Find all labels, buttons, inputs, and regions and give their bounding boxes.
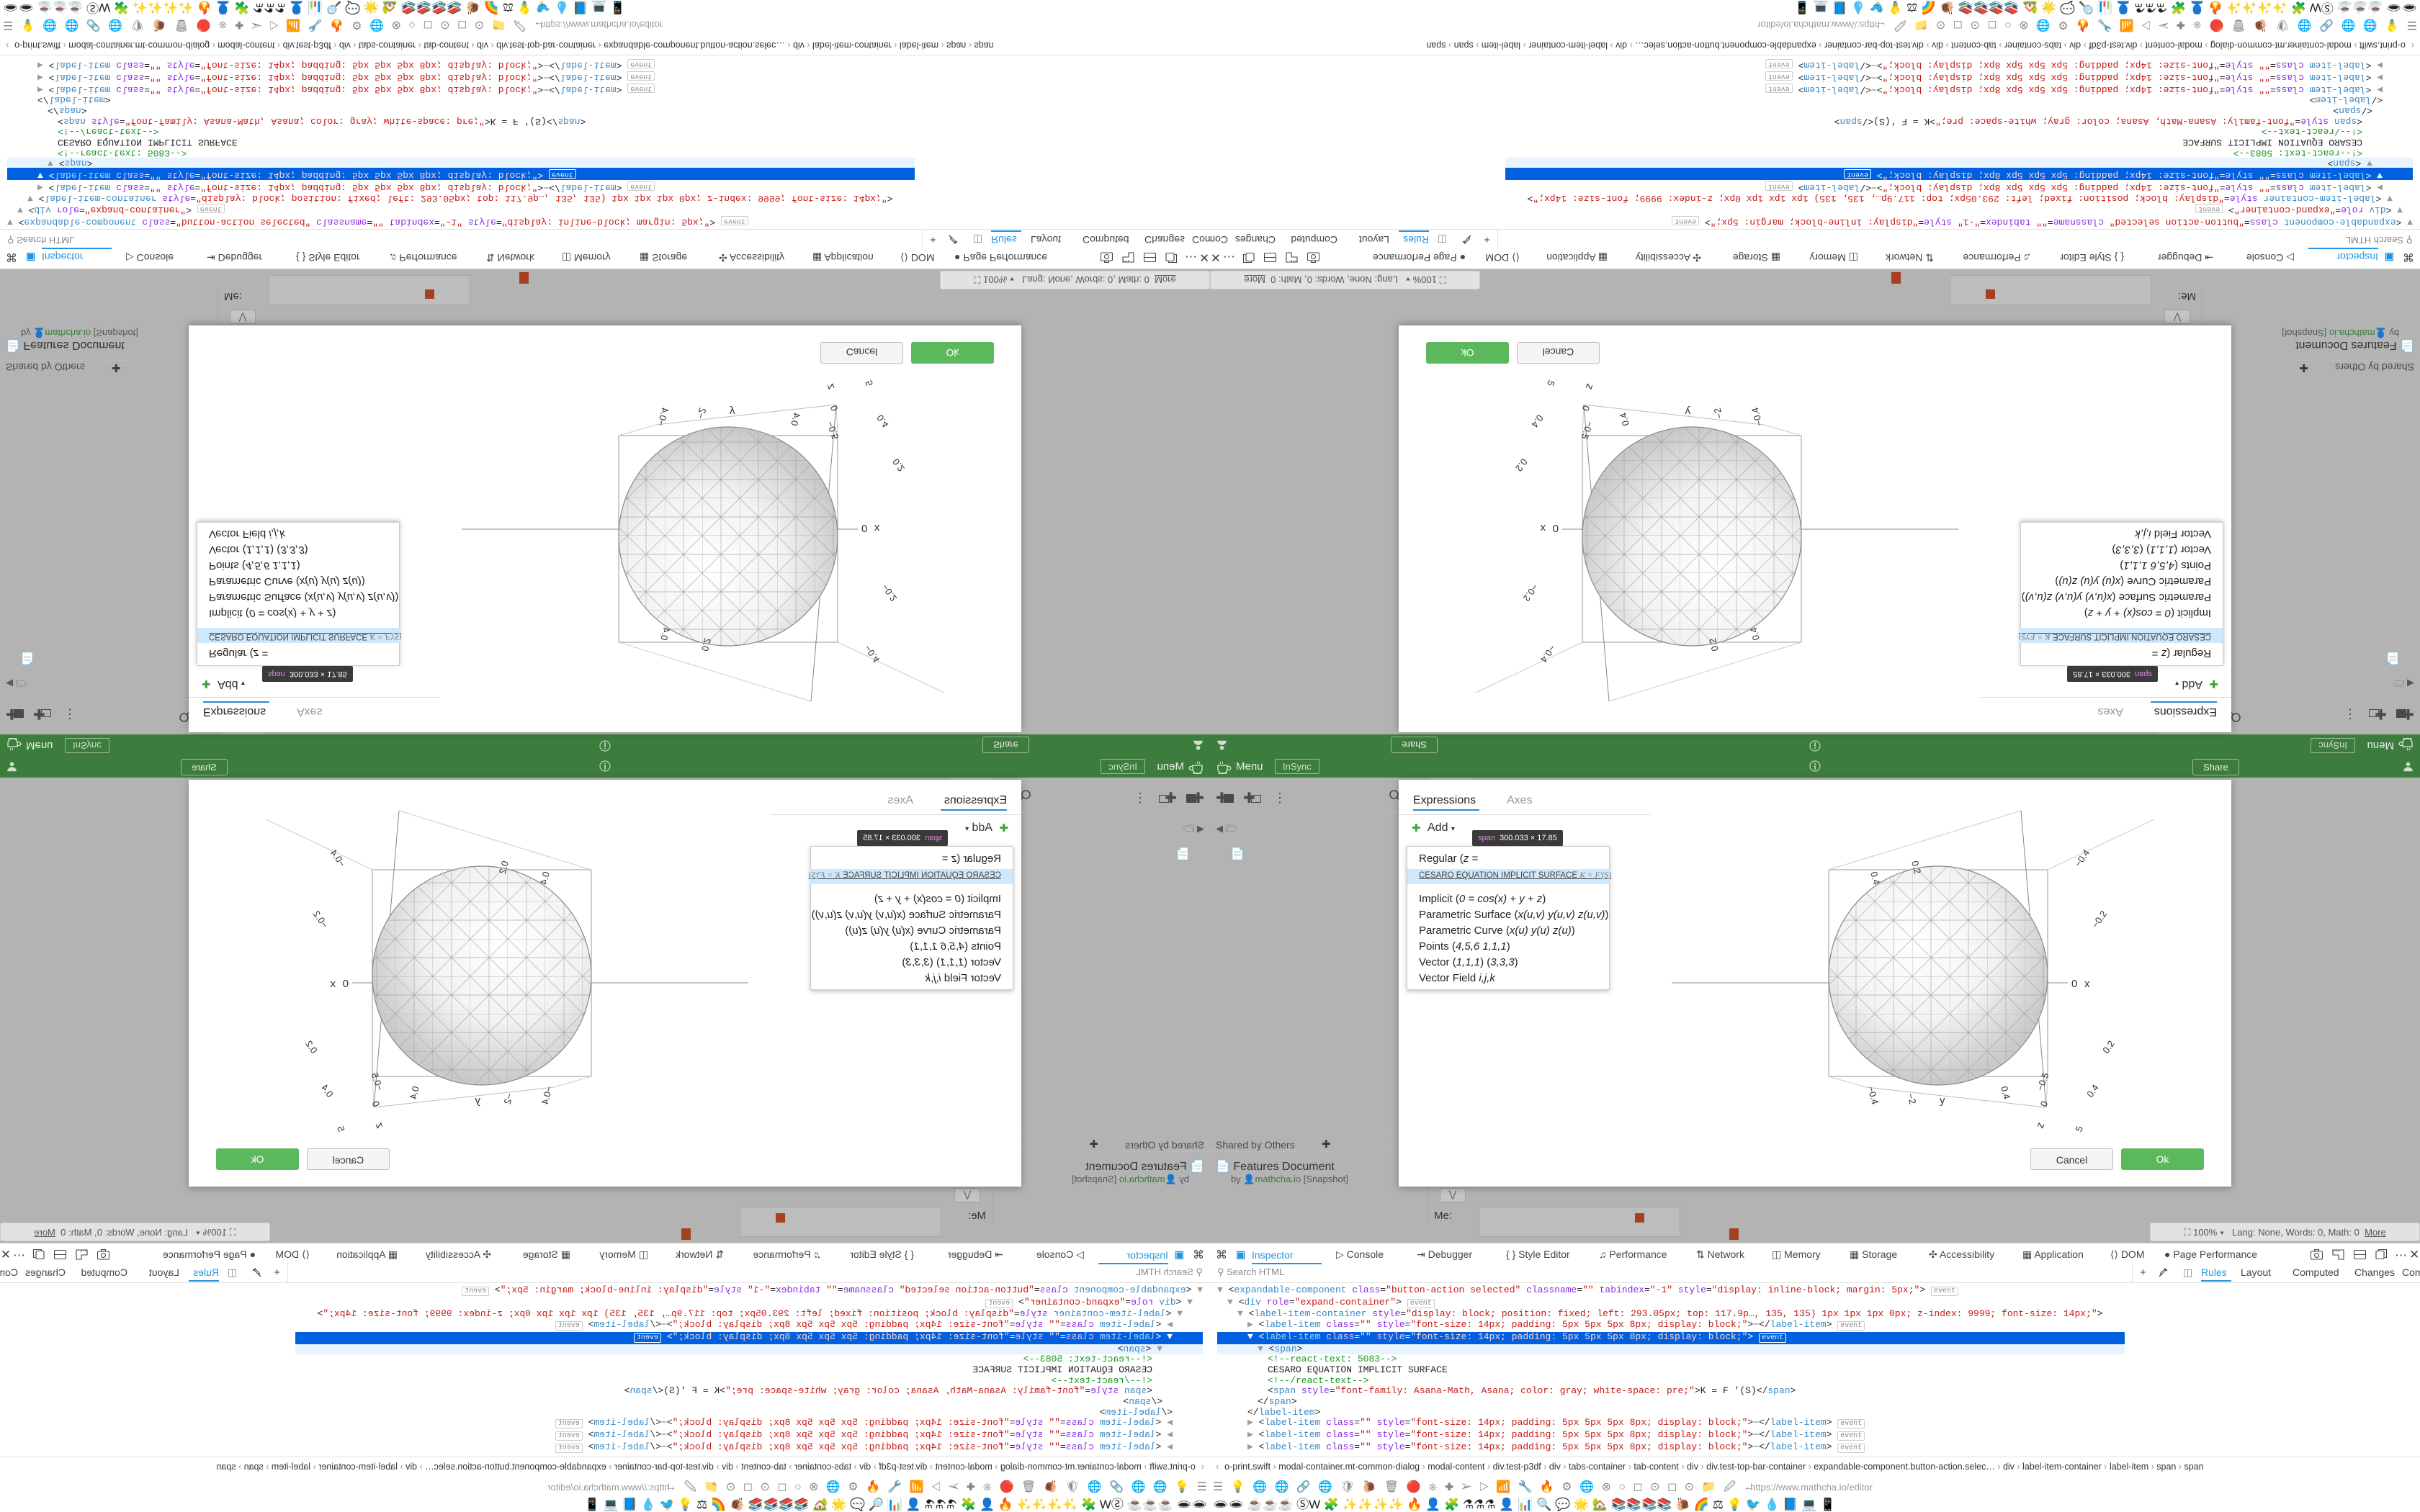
- svg-text:−0.4: −0.4: [655, 406, 671, 427]
- svg-text:−0.2: −0.2: [2089, 909, 2109, 930]
- svg-text:0.4: 0.4: [408, 1085, 421, 1100]
- svg-text:x: x: [874, 522, 880, 534]
- svg-text:0.4: 0.4: [1999, 1085, 2012, 1100]
- svg-text:0.4: 0.4: [319, 1082, 336, 1099]
- svg-text:0.4: 0.4: [1529, 413, 1546, 429]
- svg-text:0.4: 0.4: [1618, 412, 1631, 427]
- svg-text:−0.4: −0.4: [539, 1085, 555, 1106]
- svg-text:−0.4: −0.4: [328, 847, 348, 869]
- svg-text:0: 0: [1553, 522, 1559, 534]
- svg-text:−2: −2: [1905, 1092, 1918, 1105]
- svg-text:z: z: [1583, 382, 1597, 392]
- svg-text:0.5: 0.5: [2071, 1125, 2085, 1133]
- svg-text:0.2: 0.2: [2100, 1038, 2117, 1055]
- svg-text:y: y: [475, 1094, 480, 1107]
- svg-text:0.4: 0.4: [538, 870, 552, 886]
- svg-text:−0.4: −0.4: [2072, 847, 2092, 869]
- svg-text:0.5: 0.5: [335, 1125, 349, 1133]
- svg-text:0.4: 0.4: [1748, 626, 1762, 642]
- svg-text:−2: −2: [695, 407, 708, 420]
- svg-text:−0.5: −0.5: [369, 1071, 385, 1092]
- svg-text:0.4: 0.4: [1868, 870, 1882, 886]
- svg-text:−0.5: −0.5: [1579, 420, 1595, 441]
- svg-text:0: 0: [343, 978, 349, 990]
- svg-text:0.5: 0.5: [861, 379, 875, 387]
- svg-text:−0.4: −0.4: [1865, 1085, 1881, 1106]
- svg-text:0.4: 0.4: [2084, 1082, 2101, 1099]
- svg-text:y: y: [1940, 1094, 1945, 1107]
- svg-text:0.2: 0.2: [890, 456, 907, 473]
- svg-text:−2: −2: [502, 1092, 515, 1105]
- svg-text:−0.5: −0.5: [825, 420, 841, 441]
- svg-text:z: z: [824, 382, 838, 392]
- svg-text:0: 0: [2071, 978, 2077, 990]
- svg-text:−0.2: −0.2: [879, 582, 899, 603]
- svg-text:0.4: 0.4: [658, 626, 672, 642]
- svg-text:x: x: [1540, 522, 1546, 534]
- svg-text:0.5: 0.5: [1545, 379, 1559, 387]
- svg-text:x: x: [2084, 978, 2090, 990]
- svg-text:−0.5: −0.5: [2035, 1071, 2051, 1092]
- svg-text:0.4: 0.4: [789, 412, 802, 427]
- svg-text:z: z: [2034, 1121, 2048, 1130]
- svg-text:−0.4: −0.4: [1749, 406, 1765, 427]
- svg-text:z: z: [373, 1121, 387, 1130]
- svg-text:0.2: 0.2: [303, 1038, 320, 1055]
- svg-text:−0.4: −0.4: [862, 643, 882, 665]
- svg-text:−2: −2: [1712, 407, 1725, 420]
- svg-text:0: 0: [861, 522, 867, 534]
- svg-text:−0.4: −0.4: [1538, 643, 1558, 665]
- svg-text:0.4: 0.4: [874, 413, 891, 429]
- svg-text:−0.2: −0.2: [1521, 582, 1541, 603]
- svg-text:−0.2: −0.2: [311, 909, 331, 930]
- svg-text:y: y: [1685, 405, 1690, 418]
- svg-text:x: x: [330, 978, 336, 990]
- svg-text:y: y: [730, 405, 735, 418]
- svg-text:0.2: 0.2: [1513, 456, 1530, 473]
